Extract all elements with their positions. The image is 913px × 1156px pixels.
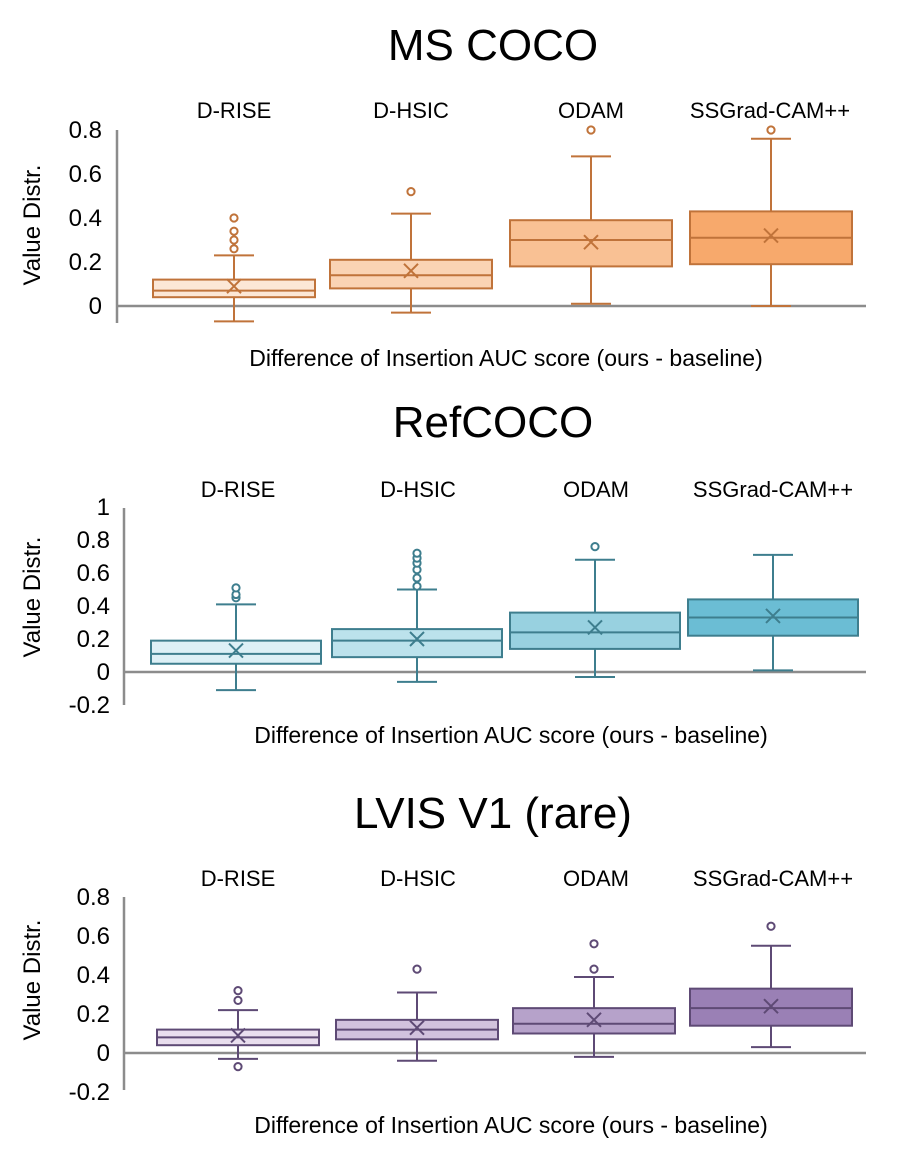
y-tick-label: 0.6 [77,923,110,950]
y-tick-label: 0 [97,1040,110,1067]
box-odam [509,542,681,678]
mean-marker [763,998,779,1014]
category-label: D-RISE [197,98,272,123]
y-tick-label: 0.4 [77,962,110,989]
box-d-hsic [329,187,493,314]
box-ssgrad-cam- [687,553,859,672]
outlier-point [233,1062,243,1072]
outlier-point [229,235,239,245]
category-label: D-HSIC [380,866,456,891]
y-axis-label: Value Distr. [19,920,46,1041]
outlier-point [590,542,600,552]
y-tick-label: 0.8 [77,527,110,554]
y-tick-label: -0.2 [69,1079,110,1106]
outlier-point [589,964,599,974]
y-tick-label: 0.6 [77,560,110,587]
category-label: SSGrad-CAM++ [693,477,853,502]
y-axis-label: Value Distr. [19,537,46,658]
y-tick-label: 0 [89,293,102,320]
interquartile-box [329,258,493,290]
outlier-point [231,583,241,593]
mean-marker [403,263,419,279]
interquartile-box [509,611,681,650]
outlier-point [406,187,416,197]
mean-marker [228,642,244,659]
y-tick-label: 0.4 [77,593,110,620]
x-axis-label: Difference of Insertion AUC score (ours … [249,345,762,371]
box-odam [512,939,676,1058]
box-odam [509,125,673,305]
box-d-hsic [331,548,503,683]
y-tick-label: 0 [97,659,110,686]
x-axis-label: Difference of Insertion AUC score (ours … [254,1112,767,1138]
box-d-rise [152,213,316,323]
mean-marker [409,1019,425,1036]
outlier-point [412,548,422,558]
category-label: D-HSIC [380,477,456,502]
category-label: D-HSIC [373,98,449,123]
outlier-point [412,581,422,591]
panel-refcoco: RefCOCO D-RISE D-HSIC ODAM SSGrad-CAM++ … [19,398,866,748]
y-tick-label: 0.2 [77,1001,110,1028]
category-label: SSGrad-CAM++ [690,98,850,123]
box-d-rise [150,583,322,692]
mean-marker [230,1027,246,1044]
outlier-point [233,995,243,1005]
category-label: D-RISE [201,866,276,891]
chart-title: LVIS V1 (rare) [354,789,632,838]
category-label: SSGrad-CAM++ [693,866,853,891]
outlier-point [229,213,239,223]
outlier-point [229,226,239,236]
outlier-point [233,986,243,996]
mean-marker [765,608,781,624]
mean-marker [586,1012,602,1028]
box-ssgrad-cam- [689,921,853,1049]
mean-marker [763,227,779,244]
y-tick-label: 0.4 [69,205,102,232]
mean-marker [226,278,242,294]
y-tick-label: 0.8 [77,884,110,911]
outlier-point [589,939,599,949]
outlier-point [412,964,422,974]
y-tick-label: -0.2 [69,692,110,719]
panel-lvis-v1-rare: LVIS V1 (rare) D-RISE D-HSIC ODAM SSGrad… [19,789,866,1138]
box-d-hsic [335,964,499,1062]
outlier-point [229,244,239,254]
category-label: ODAM [563,477,629,502]
chart-title: RefCOCO [393,398,593,447]
interquartile-box [152,278,316,299]
interquartile-box [331,628,503,659]
y-tick-label: 0.2 [77,626,110,653]
mean-marker [583,234,599,250]
outlier-point [412,573,422,583]
outlier-point [766,125,776,135]
category-label: ODAM [563,866,629,891]
mean-marker [587,619,603,636]
y-tick-label: 0.6 [69,161,102,188]
category-label: ODAM [558,98,624,123]
x-axis-label: Difference of Insertion AUC score (ours … [254,722,767,748]
category-label: D-RISE [201,477,276,502]
interquartile-box [150,639,322,665]
y-tick-label: 1 [97,494,110,521]
box-d-rise [156,986,320,1072]
outlier-point [766,921,776,931]
box-ssgrad-cam- [689,125,853,307]
y-tick-label: 0.2 [69,249,102,276]
y-axis-label: Value Distr. [19,165,46,286]
mean-marker [409,631,425,647]
outlier-point [586,125,596,135]
chart-title: MS COCO [388,21,598,70]
panel-ms-coco: MS COCO D-RISE D-HSIC ODAM SSGrad-CAM++ … [19,21,866,371]
y-tick-label: 0.8 [69,117,102,144]
